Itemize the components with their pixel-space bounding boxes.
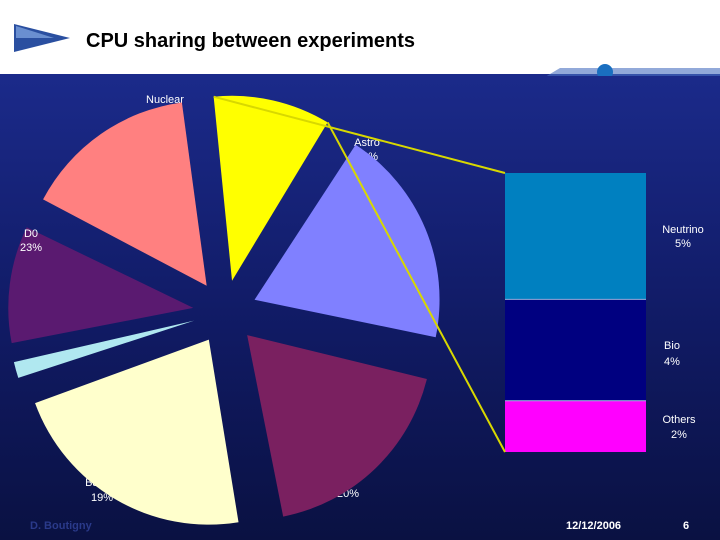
slice-value-d0: 23% [20,242,42,254]
slice-label-astro: Astro [354,137,380,149]
slice-label-d0: D0 [24,228,38,240]
bar-value-bio: 4% [664,356,680,368]
bar-value-neutrino: 5% [675,238,691,250]
bar-value-others: 2% [671,429,687,441]
pie-slice-ba-bar [247,335,427,517]
pie-slice-astro [43,102,207,286]
slide-header: CPU sharing between experiments [0,0,720,76]
bar-label-others: Others [662,414,696,426]
bar-segment-others [505,401,646,452]
slide-title: CPU sharing between experiments [86,30,415,52]
connector-line-bottom [326,121,506,453]
pie-slice-d0 [35,339,239,525]
chart-panel: Nuclear11%Astro16%LHC20%Ba.Bar19%D023%Ne… [0,76,720,540]
bar-segment-bio [505,299,646,402]
page-number: 6 [683,520,690,532]
connector-line-top [213,95,506,174]
pie-slice-nuclear [8,227,194,344]
pie-slice-lhc [254,144,440,338]
slice-label-nuclear: Nuclear [146,94,184,106]
play-arrow-icon [14,24,70,52]
bar-segment-neutrino [505,173,646,300]
pie-slice-unlabeled [13,320,195,378]
bar-of-pie-chart: Nuclear11%Astro16%LHC20%Ba.Bar19%D023%Ne… [8,94,704,525]
pie-slice-other [213,95,328,281]
bar-label-neutrino: Neutrino [662,224,704,236]
footer-date: 12/12/2006 [566,520,622,532]
slice-value-ba-bar: 19% [91,492,113,504]
footer-author: D. Boutigny [30,520,92,532]
bar-label-bio: Bio [664,340,680,352]
